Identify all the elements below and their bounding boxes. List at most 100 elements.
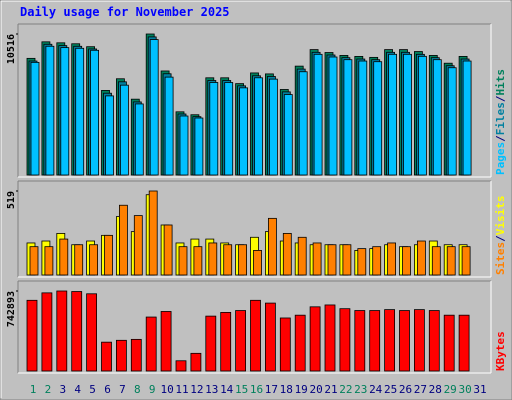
x-tick-label: 6 <box>104 383 111 396</box>
bar <box>357 248 367 276</box>
bar <box>343 59 353 176</box>
x-tick-label: 13 <box>205 383 218 396</box>
bar <box>283 94 293 176</box>
x-tick-label: 2 <box>45 383 52 396</box>
bar <box>89 244 98 276</box>
bar <box>235 310 247 372</box>
bar <box>313 53 323 176</box>
bar <box>339 308 351 372</box>
bar <box>175 360 187 372</box>
bar <box>431 246 441 276</box>
x-tick-label: 21 <box>324 383 337 396</box>
legend-separator: / <box>494 95 507 102</box>
x-tick-label: 16 <box>250 383 263 396</box>
x-tick-label: 11 <box>175 383 188 396</box>
bar <box>30 61 40 176</box>
bar <box>309 306 321 372</box>
bar <box>432 59 442 176</box>
x-tick-label: 15 <box>235 383 248 396</box>
x-tick-label: 12 <box>190 383 203 396</box>
bar <box>223 244 233 276</box>
bar <box>75 47 85 176</box>
bar <box>250 299 261 372</box>
bar <box>446 246 456 276</box>
bar <box>298 71 308 176</box>
x-tick-label: 8 <box>134 383 141 396</box>
x-tick-label: 23 <box>354 383 367 396</box>
bar <box>164 76 174 176</box>
x-tick-label: 20 <box>309 383 322 396</box>
bar <box>120 84 129 176</box>
bar <box>416 240 426 276</box>
bar <box>41 292 53 372</box>
x-tick-label: 3 <box>59 383 66 396</box>
bar <box>297 236 307 276</box>
bar <box>59 238 69 276</box>
legend: Pages/Files/Hits <box>494 69 507 175</box>
bar <box>354 310 366 372</box>
bar <box>254 77 263 176</box>
bar <box>133 215 143 276</box>
x-tick-label: 26 <box>399 383 412 396</box>
x-tick-label: 17 <box>265 383 278 396</box>
bar <box>224 82 234 176</box>
bar <box>388 53 398 176</box>
bar <box>116 339 127 372</box>
legend-entry: Files <box>494 102 507 135</box>
bar <box>328 56 338 176</box>
x-tick-label: 1 <box>30 383 37 396</box>
bar <box>417 55 427 176</box>
bar <box>324 304 336 372</box>
bar <box>358 60 368 176</box>
bar <box>86 293 97 372</box>
bar <box>387 242 397 276</box>
bar <box>148 190 158 276</box>
x-tick-label: 7 <box>119 383 126 396</box>
bar <box>190 352 202 372</box>
bar <box>149 39 159 176</box>
bar <box>443 314 455 372</box>
bar <box>369 310 381 372</box>
x-tick-label: 18 <box>280 383 293 396</box>
bar <box>413 309 425 372</box>
bar <box>342 244 352 276</box>
bar <box>447 67 457 176</box>
bar <box>312 242 322 276</box>
bar <box>178 246 188 276</box>
bar <box>402 246 411 276</box>
x-tick-label: 22 <box>339 383 352 396</box>
x-tick-label: 28 <box>429 383 442 396</box>
x-tick-label: 31 <box>473 383 486 396</box>
x-tick-label: 9 <box>149 383 156 396</box>
x-tick-label: 27 <box>414 383 427 396</box>
bar <box>56 290 68 372</box>
x-tick-label: 4 <box>74 383 81 396</box>
chart-title: Daily usage for November 2025 <box>20 5 230 19</box>
legend: KBytes <box>494 331 507 371</box>
legend-entry: Hits <box>494 69 507 96</box>
bar <box>119 204 128 276</box>
legend-entry: Pages <box>494 142 507 175</box>
bar <box>327 244 337 276</box>
bar <box>294 314 306 372</box>
bar <box>238 244 248 276</box>
bar <box>209 82 219 176</box>
bar <box>279 317 291 372</box>
bar <box>134 103 144 176</box>
bar <box>105 95 114 176</box>
bar <box>104 234 113 276</box>
legend-entry: KBytes <box>494 331 507 371</box>
bar <box>220 311 232 372</box>
bar <box>267 217 277 276</box>
x-tick-label: 19 <box>295 383 308 396</box>
bar <box>71 291 83 372</box>
bar <box>264 302 276 372</box>
bar <box>26 299 38 372</box>
bar <box>130 338 142 372</box>
x-tick-label: 14 <box>220 383 234 396</box>
bar <box>44 246 54 276</box>
x-tick-label: 24 <box>369 383 383 396</box>
bar <box>179 115 189 176</box>
legend-entry: Sites <box>494 242 507 275</box>
